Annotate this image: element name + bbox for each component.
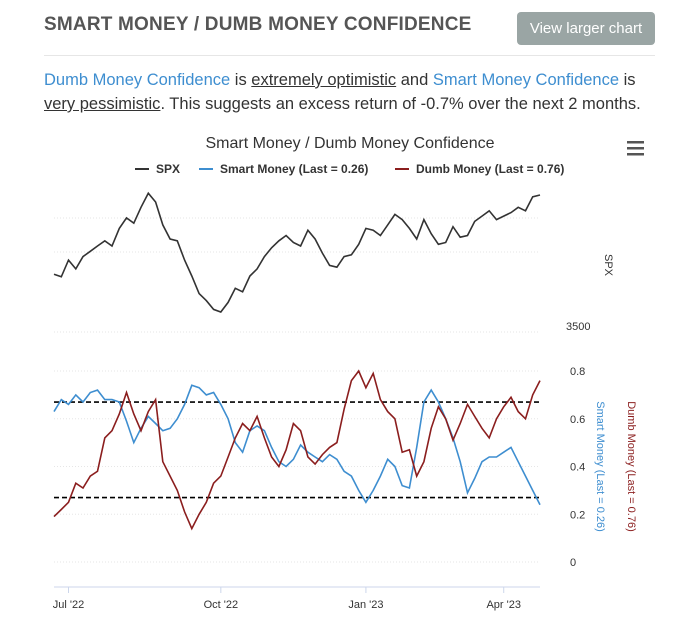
spx-tick-label: 3500 xyxy=(566,321,590,333)
chart-title: Smart Money / Dumb Money Confidence xyxy=(205,135,494,152)
summary-tail: . This suggests an excess return of -0.7… xyxy=(160,95,641,113)
spx-panel: 3500 SPX xyxy=(53,191,614,333)
summary-connector: is xyxy=(230,71,252,89)
legend-label-1: Smart Money (Last = 0.26) xyxy=(220,162,368,176)
legend: SPX Smart Money (Last = 0.26) Dumb Money (… xyxy=(135,162,564,176)
confidence-tick-label: 0.8 xyxy=(570,366,585,378)
grid xyxy=(54,217,540,563)
confidence-panel: 0 0.2 0.4 0.6 0.8 Smart Money (Last = 0.26) Du… xyxy=(53,366,637,569)
legend-label-0: SPX xyxy=(156,162,180,176)
chart: Smart Money / Dumb Money Confidence SPX S… xyxy=(53,135,644,611)
confidence-tick-label: 0.6 xyxy=(570,414,585,426)
x-tick-label: Jan '23 xyxy=(348,599,383,611)
view-larger-chart-button[interactable]: View larger chart xyxy=(517,12,655,45)
dumb-money-line xyxy=(53,369,541,531)
hamburger-menu-icon[interactable] xyxy=(627,141,644,156)
smart-money-link[interactable]: Smart Money Confidence xyxy=(432,71,620,89)
smart-axis-label: Smart Money (Last = 0.26) xyxy=(594,401,606,532)
smart-money-line xyxy=(53,384,541,506)
dumb-money-state: extremely optimistic xyxy=(251,71,397,89)
spx-axis-label: SPX xyxy=(602,254,614,277)
dumb-axis-label: Dumb Money (Last = 0.76) xyxy=(625,401,637,532)
confidence-tick-label: 0.4 xyxy=(570,462,585,474)
summary-connector: is xyxy=(619,71,636,89)
x-tick-label: Apr '23 xyxy=(486,599,521,611)
x-axis: Jul '22 Oct '22 Jan '23 Apr '23 xyxy=(53,586,540,611)
dumb-money-link[interactable]: Dumb Money Confidence xyxy=(44,71,231,89)
summary-connector: and xyxy=(396,71,433,89)
spx-line xyxy=(53,191,541,313)
smart-money-state: very pessimistic xyxy=(44,95,161,113)
page-title: SMART MONEY / DUMB MONEY CONFIDENCE xyxy=(44,14,472,35)
legend-label-2: Dumb Money (Last = 0.76) xyxy=(416,162,564,176)
summary-text: Dumb Money Confidence is extremely optim… xyxy=(44,68,664,116)
header: SMART MONEY / DUMB MONEY CONFIDENCE View… xyxy=(0,0,692,56)
x-tick-label: Oct '22 xyxy=(204,599,239,611)
confidence-tick-label: 0 xyxy=(570,557,576,569)
confidence-tick-label: 0.2 xyxy=(570,509,585,521)
x-tick-label: Jul '22 xyxy=(53,599,84,611)
header-divider xyxy=(44,55,655,56)
